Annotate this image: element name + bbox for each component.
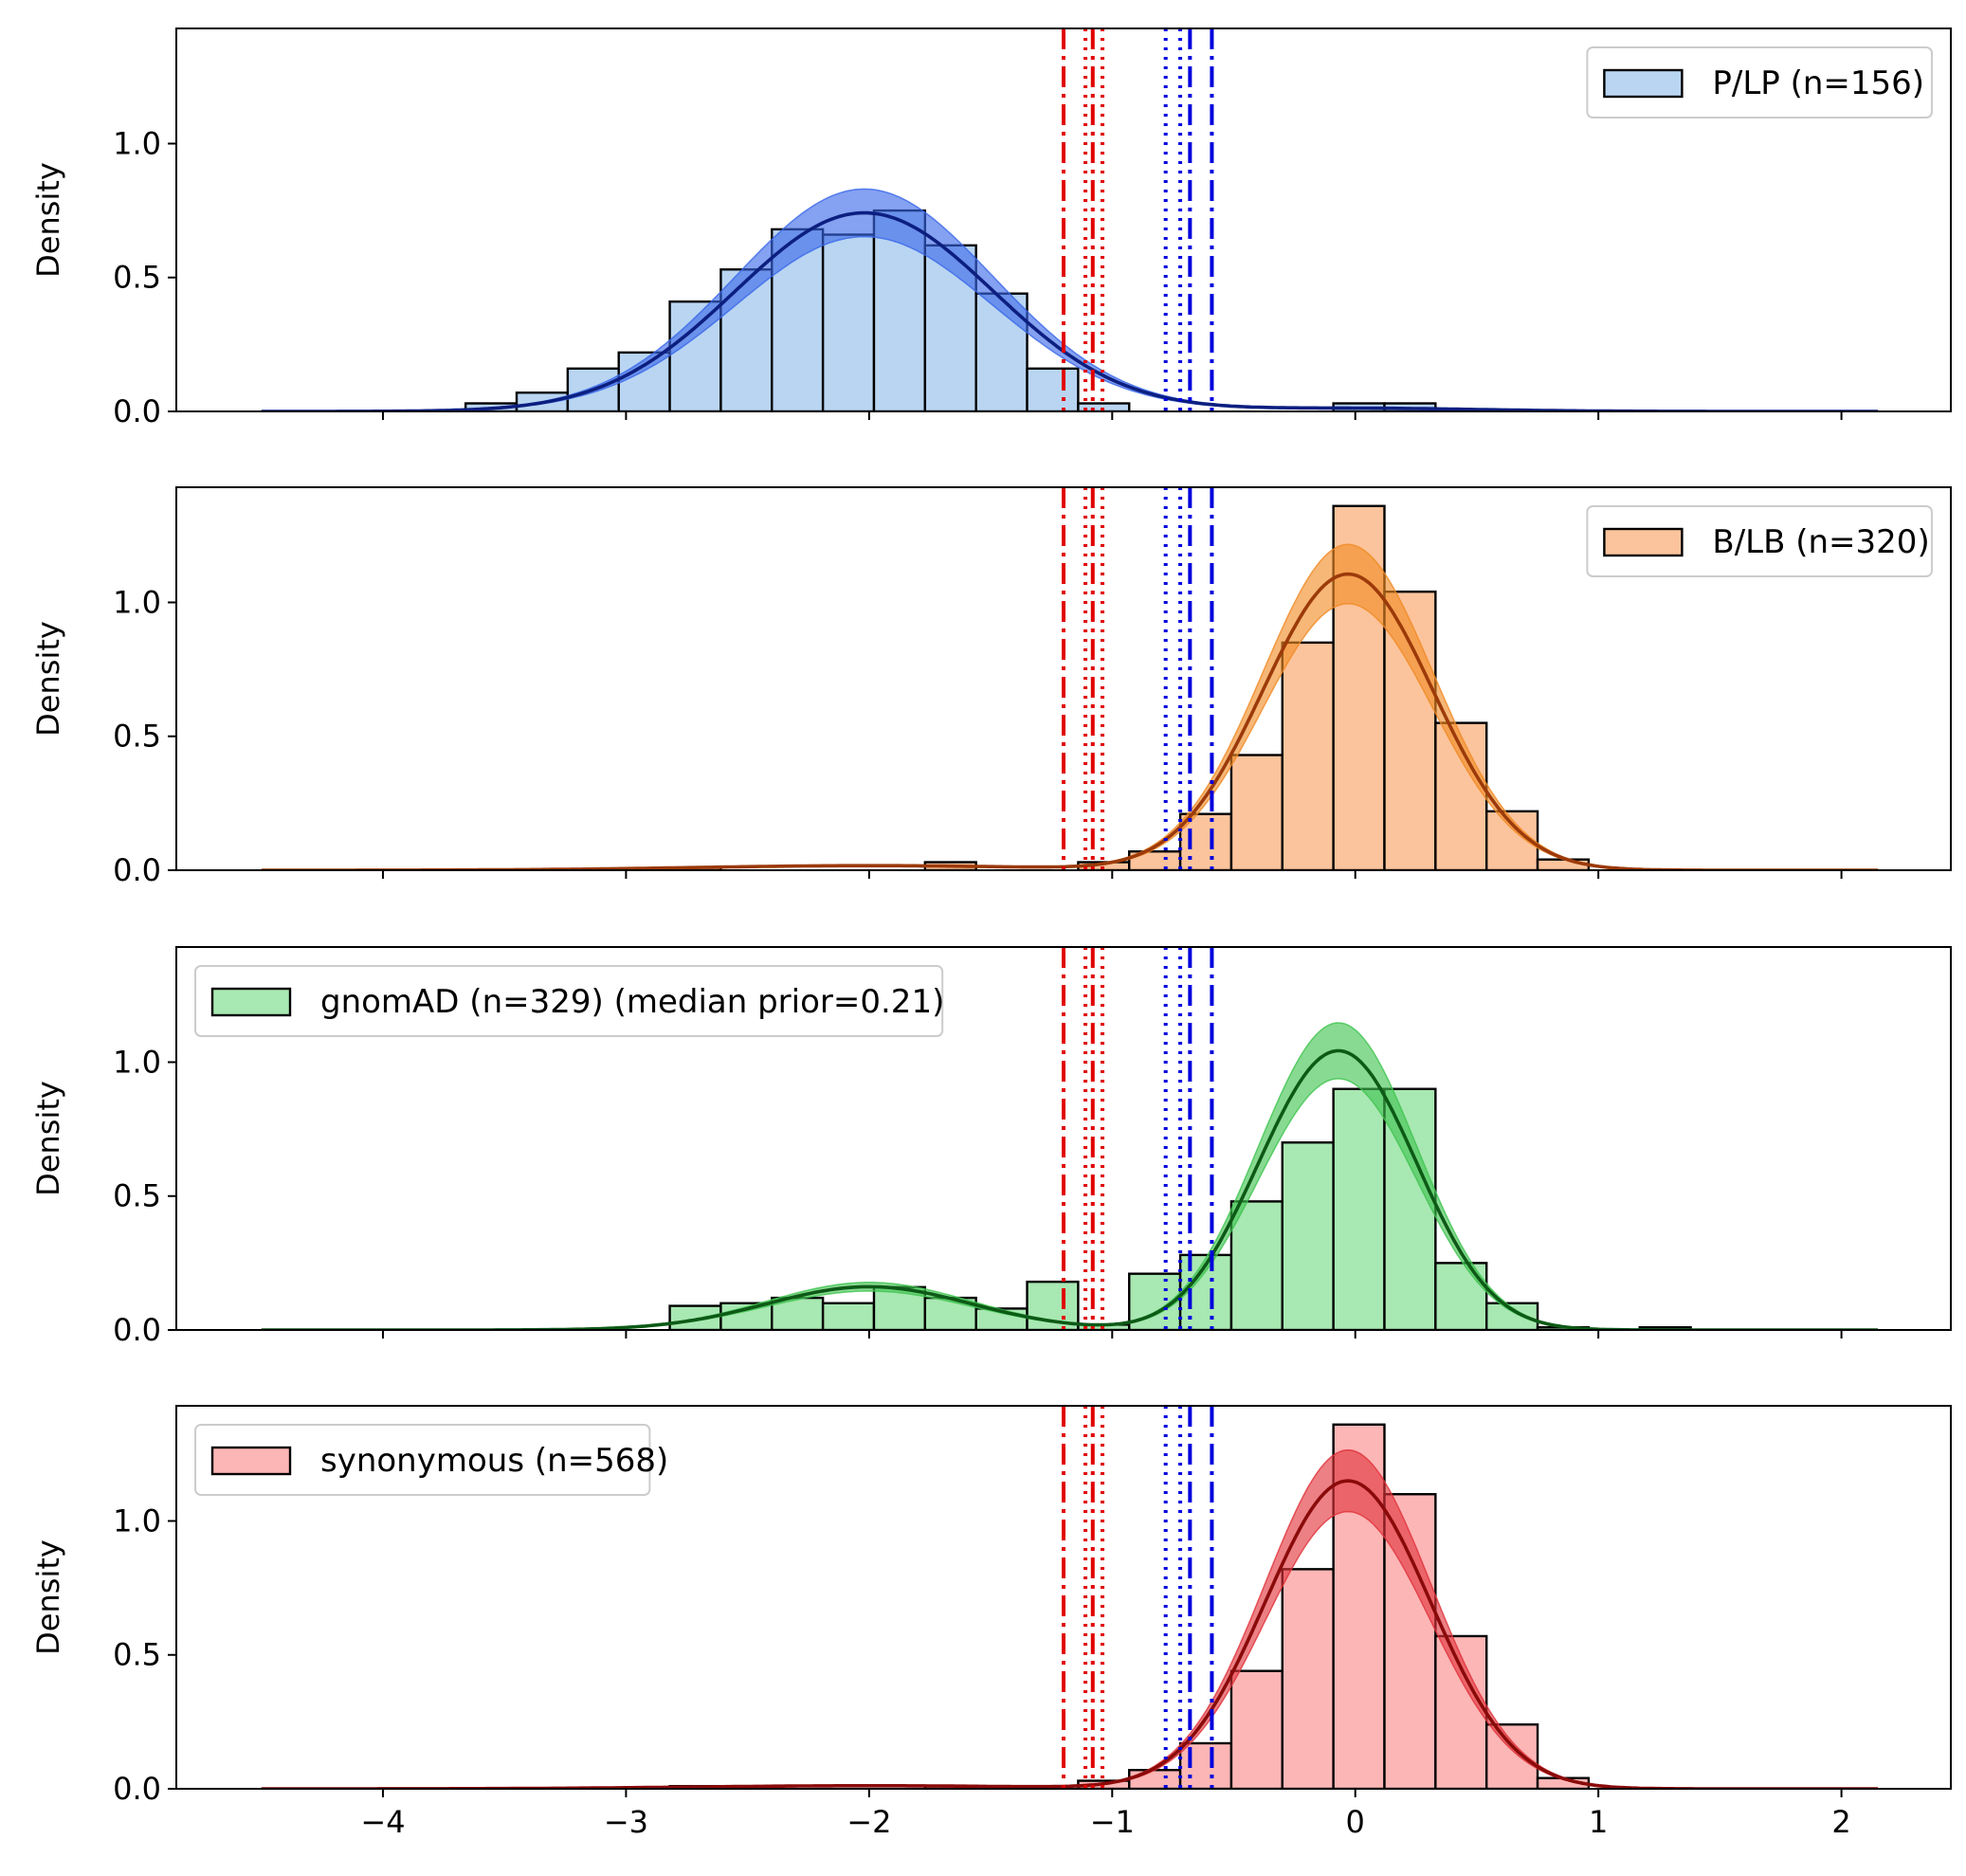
histogram-bar bbox=[821, 1302, 876, 1330]
kde-confidence-band bbox=[261, 543, 1879, 870]
histogram-bar bbox=[1229, 754, 1283, 870]
y-axis-label: Density bbox=[30, 621, 66, 737]
y-tick-label: 1.0 bbox=[113, 125, 161, 161]
x-tick-label: −2 bbox=[846, 1804, 891, 1840]
histogram-bar bbox=[1281, 1568, 1335, 1789]
legend: gnomAD (n=329) (median prior=0.21) bbox=[194, 965, 944, 1037]
legend: P/LP (n=156) bbox=[1586, 46, 1934, 118]
legend-label: synonymous (n=568) bbox=[320, 1442, 668, 1480]
y-tick-label: 0.5 bbox=[113, 1637, 161, 1673]
axes-frame bbox=[175, 1405, 1952, 1790]
histogram-bar bbox=[1281, 1141, 1335, 1330]
panel-3: 0.0 0.5 1.0 Density gnomAD (n=329) (median p… bbox=[30, 946, 1952, 1348]
histogram-bar bbox=[1128, 1769, 1182, 1789]
plot-area bbox=[261, 28, 1879, 411]
histogram-bar bbox=[1178, 1741, 1233, 1789]
legend-swatch bbox=[210, 1446, 292, 1476]
legend-swatch bbox=[1603, 527, 1684, 557]
x-tick-label: −1 bbox=[1090, 1804, 1135, 1840]
y-tick-label: 0.0 bbox=[113, 393, 161, 429]
axes-frame bbox=[175, 486, 1952, 871]
kde-confidence-band bbox=[261, 188, 1879, 411]
panel-2: 0.0 0.5 1.0 Density B/LB (n=320) bbox=[30, 486, 1952, 888]
histogram-bar bbox=[668, 1304, 722, 1330]
kde-confidence-band bbox=[261, 1022, 1879, 1330]
x-tick-label: −4 bbox=[360, 1804, 405, 1840]
y-tick-label: 0.5 bbox=[113, 260, 161, 296]
kde-line bbox=[261, 1479, 1879, 1789]
plot-area bbox=[261, 1406, 1879, 1789]
x-tick-label: 2 bbox=[1831, 1804, 1850, 1840]
y-tick-label: 1.0 bbox=[113, 584, 161, 620]
legend-box bbox=[194, 1424, 651, 1496]
axes-frame bbox=[175, 946, 1952, 1331]
y-tick-label: 1.0 bbox=[113, 1503, 161, 1539]
y-tick-label: 1.0 bbox=[113, 1044, 161, 1080]
panel-1: 0.0 0.5 1.0 Density P/LP (n=156) bbox=[30, 27, 1952, 429]
panel-4: 0.0 0.5 1.0 Density −4 −3 −2 −1 0 1 2 synonymous (n… bbox=[30, 1405, 1952, 1840]
legend-label: B/LB (n=320) bbox=[1712, 523, 1929, 561]
y-axis-label: Density bbox=[30, 1539, 66, 1655]
x-tick-label: −3 bbox=[604, 1804, 648, 1840]
histogram-bar bbox=[1229, 1669, 1283, 1789]
histogram-bar bbox=[1332, 1087, 1386, 1330]
legend-box bbox=[1586, 505, 1934, 577]
histogram-bar bbox=[821, 233, 876, 411]
x-tick-label: 0 bbox=[1346, 1804, 1365, 1840]
histogram-bar bbox=[1026, 367, 1080, 411]
legend: synonymous (n=568) bbox=[194, 1424, 668, 1496]
y-axis-label: Density bbox=[30, 1081, 66, 1196]
legend-box bbox=[1586, 46, 1934, 118]
axes-frame bbox=[175, 27, 1952, 412]
histogram-bar bbox=[1485, 1722, 1539, 1789]
kde-line bbox=[261, 572, 1879, 870]
kde-confidence-band bbox=[261, 1448, 1879, 1789]
legend-label: P/LP (n=156) bbox=[1712, 64, 1924, 102]
y-tick-label: 0.5 bbox=[113, 719, 161, 755]
legend-swatch bbox=[1603, 68, 1684, 99]
legend-label: gnomAD (n=329) (median prior=0.21) bbox=[320, 983, 944, 1021]
histogram-bar bbox=[1281, 641, 1335, 870]
legend-box bbox=[194, 965, 944, 1037]
histogram-bar bbox=[1229, 1200, 1283, 1330]
legend: B/LB (n=320) bbox=[1586, 505, 1934, 577]
y-tick-label: 0.0 bbox=[113, 1771, 161, 1807]
y-axis-label: Density bbox=[30, 162, 66, 278]
y-tick-label: 0.5 bbox=[113, 1178, 161, 1214]
x-tick-label: 1 bbox=[1589, 1804, 1608, 1840]
legend-swatch bbox=[210, 987, 292, 1017]
y-tick-label: 0.0 bbox=[113, 852, 161, 888]
y-tick-label: 0.0 bbox=[113, 1312, 161, 1348]
